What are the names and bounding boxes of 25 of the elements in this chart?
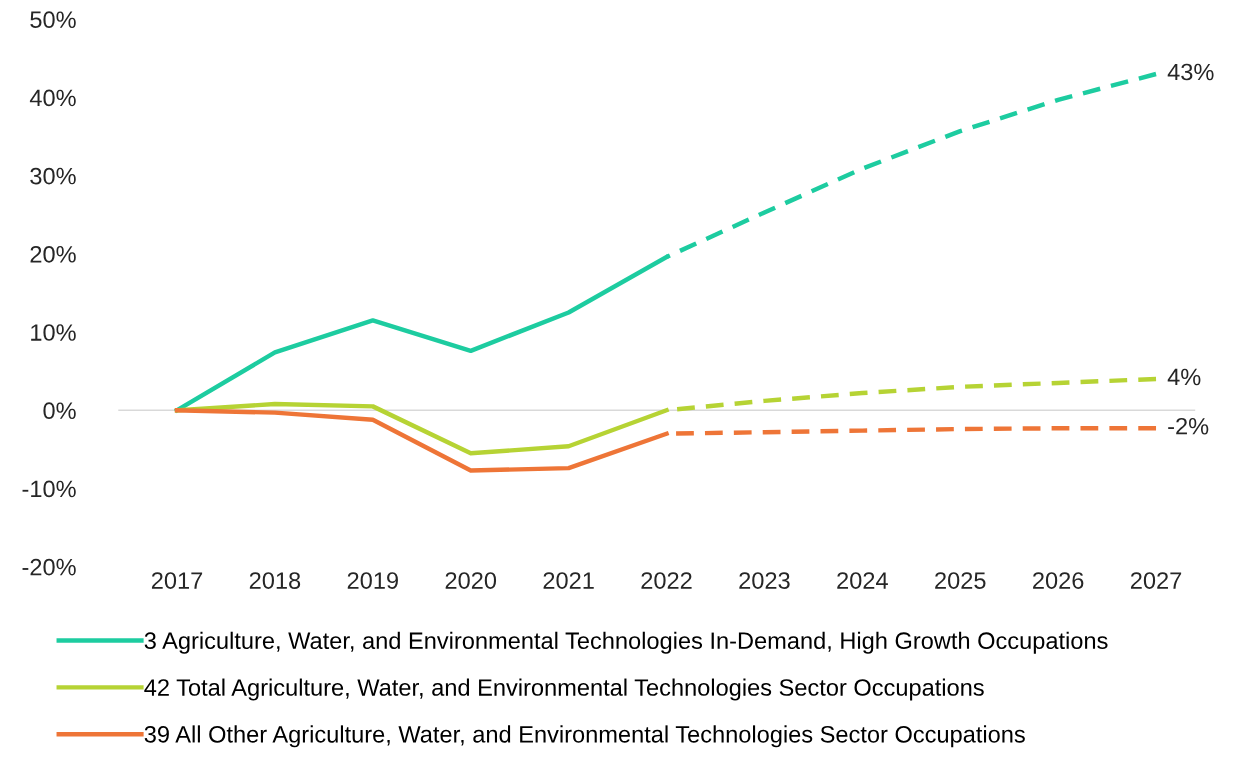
data-label: 43% [1167, 63, 1214, 81]
x-tick-label: 2025 [935, 572, 986, 589]
x-tick-label: 2022 [641, 572, 692, 589]
data-label: 4% [1167, 368, 1201, 386]
x-tick-label: 2026 [1033, 572, 1084, 589]
y-tick-label: -20% [22, 558, 76, 576]
x-tick-label: 2019 [347, 572, 398, 589]
x-tick-label: 2020 [445, 572, 497, 589]
y-tick-label: 40% [29, 89, 76, 107]
legend-label: 42 Total Agriculture, Water, and Environmental Technologies Sector Occupations [144, 678, 984, 701]
y-tick-label: -10% [22, 480, 76, 498]
x-tick-label: 2027 [1130, 572, 1182, 589]
x-tick-label: 2024 [837, 572, 888, 589]
data-label: -2% [1168, 417, 1209, 435]
x-tick-label: 2018 [249, 572, 301, 589]
legend-label: 3 Agriculture, Water, and Environmental Technologies In-Demand, High Growth Occupations [144, 631, 1108, 654]
x-tick-label: 2021 [543, 572, 594, 589]
x-tick-label: 2023 [739, 572, 790, 589]
y-tick-label: 0% [43, 402, 76, 420]
y-tick-label: 20% [30, 245, 76, 263]
y-tick-label: 30% [30, 167, 76, 185]
y-tick-label: 50% [30, 11, 76, 29]
x-tick-label: 2017 [151, 572, 203, 589]
legend-label: 39 All Other Agriculture, Water, and Environmental Technologies Sector Occupations [144, 725, 1025, 748]
y-tick-label: 10% [31, 324, 76, 341]
